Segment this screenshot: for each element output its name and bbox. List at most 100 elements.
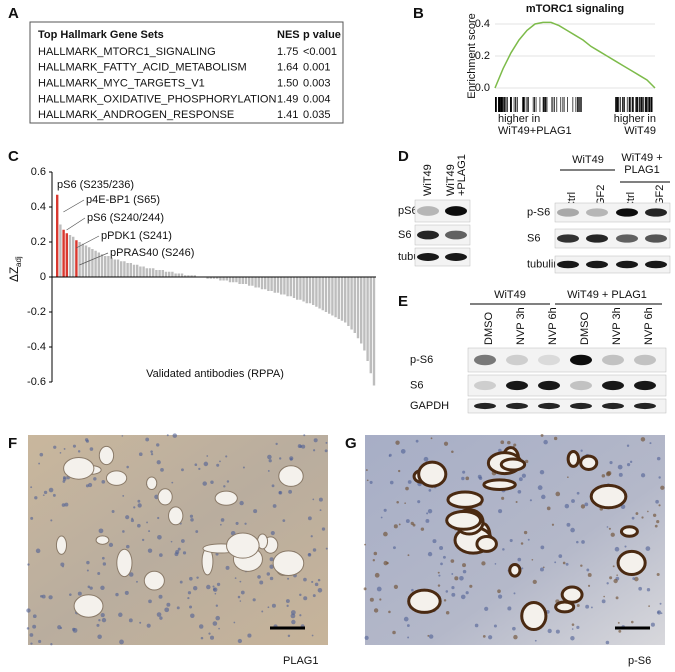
cell: [606, 582, 609, 585]
bar: [350, 277, 353, 330]
band: [616, 234, 638, 243]
cell: [159, 616, 163, 620]
bar: [334, 277, 337, 318]
cell: [215, 615, 220, 621]
cell: [218, 627, 220, 630]
bar: [206, 277, 209, 279]
band: [645, 208, 667, 217]
bar: [107, 256, 110, 277]
bar: [232, 277, 235, 283]
bar: [113, 259, 116, 277]
bar: [100, 254, 104, 277]
band: [506, 402, 528, 410]
bar: [123, 261, 126, 277]
cell: [576, 491, 580, 495]
cell: [193, 585, 198, 591]
table-frame: [29, 21, 344, 124]
cell: [400, 449, 406, 454]
band: [586, 260, 608, 269]
bar: [84, 245, 88, 277]
leader-line: [63, 199, 85, 213]
cell: [543, 439, 548, 445]
cell: [635, 512, 639, 515]
band: [645, 234, 667, 243]
lane-label: NVP 6h: [547, 307, 559, 345]
cell: [307, 553, 312, 557]
band: [586, 208, 608, 217]
lane-label: DMSO: [483, 312, 495, 345]
cell: [198, 624, 204, 629]
cell: [212, 585, 215, 588]
cell: [565, 562, 569, 566]
lumen: [560, 585, 584, 604]
cell: [613, 578, 618, 584]
cell: [570, 527, 575, 533]
cell: [567, 476, 569, 479]
cell: [520, 542, 524, 545]
table-cell: HALLMARK_MYC_TARGETS_V1: [38, 78, 205, 90]
cell: [423, 456, 429, 462]
cell: [513, 634, 518, 640]
cell: [303, 577, 307, 582]
cell: [97, 634, 102, 640]
cell: [137, 499, 141, 503]
cell: [30, 516, 34, 520]
cell: [392, 630, 396, 635]
y-tick-label: 0.2: [31, 236, 46, 248]
bar: [372, 277, 376, 386]
cell: [125, 515, 130, 520]
cell: [474, 623, 479, 628]
bar: [180, 273, 184, 277]
cell: [50, 519, 53, 522]
cell: [500, 440, 505, 445]
band: [570, 354, 592, 366]
cell: [372, 559, 375, 562]
cell: [507, 440, 511, 445]
cell: [30, 486, 33, 489]
cell: [124, 590, 129, 595]
cell: [411, 588, 414, 592]
cell: [605, 471, 611, 477]
cell: [321, 527, 326, 531]
cell: [239, 600, 242, 602]
cell: [554, 561, 557, 564]
blot: [467, 374, 667, 397]
table-cell: 0.035: [303, 109, 331, 121]
cell: [656, 572, 660, 577]
bar: [257, 277, 260, 288]
cell: [451, 450, 454, 453]
cell: [553, 436, 558, 441]
cell: [190, 613, 195, 619]
cell: [62, 476, 66, 480]
cell: [86, 569, 89, 572]
cell: [515, 500, 518, 503]
bar: [155, 270, 158, 277]
cell: [451, 592, 456, 597]
bar: [222, 277, 225, 281]
cell: [442, 555, 446, 559]
cell: [484, 606, 489, 611]
bar: [308, 277, 312, 304]
lumen: [143, 570, 165, 591]
cell: [618, 629, 622, 633]
bar: [94, 250, 97, 277]
cell: [202, 481, 207, 486]
bar: [129, 263, 132, 277]
y-tick-label: 0.0: [475, 82, 490, 94]
cell: [518, 477, 523, 482]
cell: [40, 595, 43, 598]
band: [616, 208, 638, 217]
cell: [269, 576, 274, 581]
annotation: pS6 (S240/244): [87, 212, 164, 224]
cell: [118, 612, 123, 618]
cell: [364, 543, 366, 546]
panel-label: E: [398, 293, 408, 310]
table-cell: <0.001: [303, 46, 337, 58]
cell: [366, 479, 369, 482]
cell: [257, 575, 261, 579]
bar: [353, 277, 356, 333]
cell: [77, 591, 82, 596]
cell: [541, 494, 546, 500]
band: [538, 354, 560, 366]
cell: [580, 449, 583, 452]
